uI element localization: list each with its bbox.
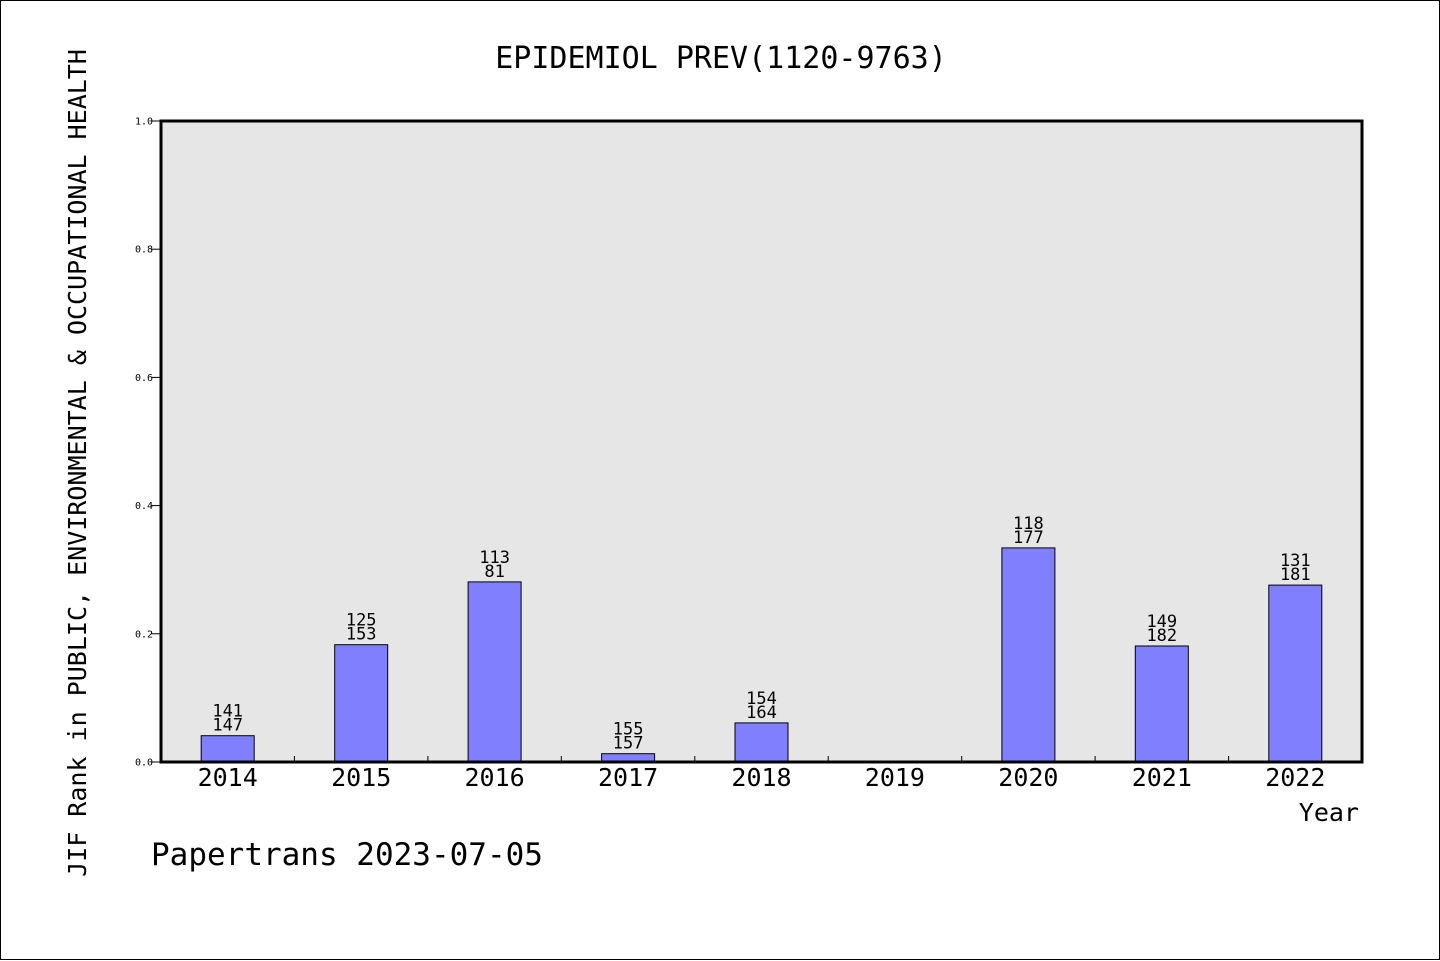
bar-label-bottom-2015: 153 (346, 625, 377, 645)
x-tick-label-2016: 2016 (464, 763, 524, 792)
bar-label-top-2016: 113 (479, 548, 510, 568)
y-tick-label-0.2: 0.2 (135, 629, 153, 640)
bar-label-top-2014: 141 (212, 702, 243, 722)
bar-label-bottom-2022: 181 (1280, 565, 1311, 585)
x-tick-label-2018: 2018 (731, 763, 791, 792)
y-tick-label-0.4: 0.4 (135, 501, 153, 512)
y-tick-label-0.8: 0.8 (135, 245, 153, 256)
bar-2020 (1001, 547, 1056, 763)
x-tick-label-2019: 2019 (865, 763, 925, 792)
x-tick-label-2017: 2017 (598, 763, 658, 792)
x-tick-label-2014: 2014 (198, 763, 258, 792)
x-axis-label: Year (1299, 798, 1359, 827)
bar-label-bottom-2020: 177 (1013, 528, 1044, 548)
x-tick-label-2022: 2022 (1265, 763, 1325, 792)
bar-2018 (734, 722, 789, 763)
y-axis: 0.0 0.2 0.4 0.6 0.8 1.0 (135, 117, 161, 769)
bars-group (200, 547, 1323, 763)
bar-label-top-2017: 155 (613, 720, 644, 740)
bar-label-bottom-2017: 157 (613, 734, 644, 754)
x-tick-label-2015: 2015 (331, 763, 391, 792)
x-tick-label-2020: 2020 (998, 763, 1058, 792)
bar-label-bottom-2018: 164 (746, 703, 777, 723)
bar-2016 (467, 581, 522, 763)
bar-2022 (1268, 584, 1323, 763)
bar-2015 (334, 644, 389, 763)
plot-border (159, 119, 1364, 764)
credit-text: Papertrans 2023-07-05 (151, 837, 543, 873)
y-axis-label: JIF Rank in PUBLIC, ENVIRONMENTAL & OCCU… (63, 49, 92, 877)
bar-2021 (1134, 645, 1189, 763)
bar-label-bottom-2016: 81 (484, 562, 504, 582)
bar-label-top-2022: 131 (1280, 551, 1311, 571)
bar-label-top-2021: 149 (1146, 612, 1177, 632)
bar-label-bottom-2021: 182 (1146, 626, 1177, 646)
y-tick-label-1.0: 1.0 (135, 117, 153, 128)
bar-label-bottom-2014: 147 (212, 716, 243, 736)
bar-labels-group: 1411471251531138115515715416411817714918… (212, 514, 1310, 754)
bar-label-top-2018: 154 (746, 689, 777, 709)
bar-2014 (200, 735, 255, 763)
x-tick-label-2021: 2021 (1132, 763, 1192, 792)
bar-label-top-2020: 118 (1013, 514, 1044, 534)
y-tick-label-0.6: 0.6 (135, 373, 153, 384)
y-tick-label-0.0: 0.0 (135, 758, 153, 769)
chart-title: EPIDEMIOL PREV(1120-9763) (495, 41, 947, 76)
x-axis: 2014 2015 2016 2017 2018 2019 2020 2021 2022 (198, 756, 1325, 792)
bar-label-top-2015: 125 (346, 611, 377, 631)
